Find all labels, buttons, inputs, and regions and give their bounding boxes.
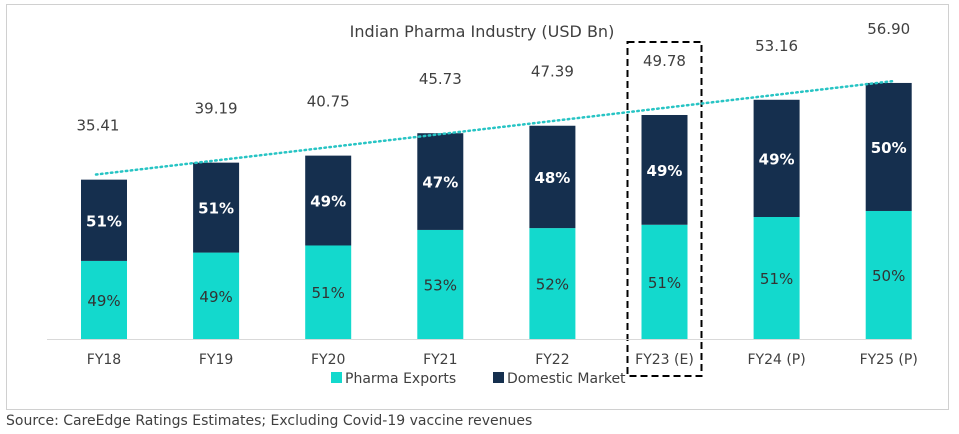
data-label-pharma-exports: 49% <box>87 292 120 310</box>
data-label-pharma-exports: 52% <box>536 276 569 294</box>
bar-pharma-exports <box>529 228 576 339</box>
bar-domestic-market <box>305 155 352 246</box>
bar-domestic-market <box>81 179 127 261</box>
x-tick-label: FY18 <box>87 352 121 368</box>
data-label-domestic-market: 51% <box>198 200 234 218</box>
trendline <box>94 79 894 176</box>
data-label-pharma-exports: 51% <box>760 270 793 288</box>
bar-domestic-market <box>417 133 464 230</box>
bar-pharma-exports <box>641 224 688 339</box>
total-label: 47.39 <box>531 63 574 81</box>
data-label-domestic-market: 47% <box>422 174 458 192</box>
x-tick-label: FY19 <box>199 352 233 368</box>
source-footnote: Source: CareEdge Ratings Estimates; Excl… <box>6 413 533 429</box>
legend-label: Pharma Exports <box>345 371 456 387</box>
chart-title: Indian Pharma Industry (USD Bn) <box>350 22 615 41</box>
data-label-pharma-exports: 51% <box>312 284 345 302</box>
chart-frame: Indian Pharma Industry (USD Bn) 49% 51% 49… <box>6 4 949 410</box>
data-label-pharma-exports: 49% <box>199 288 232 306</box>
bar-pharma-exports <box>193 252 240 339</box>
data-label-domestic-market: 48% <box>534 169 570 187</box>
bar-domestic-market <box>865 82 912 211</box>
data-label-pharma-exports: 50% <box>872 267 905 285</box>
x-tick-label: FY25 (P) <box>860 352 918 368</box>
bar-pharma-exports <box>417 229 464 339</box>
bar-domestic-market <box>753 99 800 217</box>
total-label: 40.75 <box>307 93 350 111</box>
legend-label: Domestic Market <box>507 371 626 387</box>
x-tick-label: FY23 (E) <box>635 352 694 368</box>
total-label: 35.41 <box>77 117 120 135</box>
bar-pharma-exports <box>305 245 352 339</box>
total-label: 45.73 <box>419 70 462 88</box>
bar-domestic-market <box>193 162 240 253</box>
bar-domestic-market <box>641 114 688 225</box>
total-label: 49.78 <box>643 52 686 70</box>
bar-pharma-exports <box>865 210 912 339</box>
total-label: 53.16 <box>755 37 798 55</box>
bar-pharma-exports <box>81 260 127 339</box>
legend-swatch <box>493 372 504 383</box>
data-label-pharma-exports: 53% <box>424 276 457 294</box>
legend: Pharma Exports Domestic Market <box>331 371 626 387</box>
x-tick-label: FY21 <box>423 352 457 368</box>
data-label-domestic-market: 49% <box>759 150 795 168</box>
data-label-domestic-market: 49% <box>647 162 683 180</box>
x-tick-label: FY24 (P) <box>747 352 805 368</box>
data-label-domestic-market: 51% <box>86 212 122 230</box>
legend-swatch <box>331 372 342 383</box>
highlight-box <box>626 41 703 377</box>
x-tick-label: FY20 <box>311 352 345 368</box>
data-label-domestic-market: 50% <box>871 139 907 157</box>
data-label-domestic-market: 49% <box>310 193 346 211</box>
x-tick-label: FY22 <box>535 352 569 368</box>
data-label-pharma-exports: 51% <box>648 274 681 292</box>
total-label: 56.90 <box>867 20 910 38</box>
chart: Indian Pharma Industry (USD Bn) 49% 51% 49… <box>47 20 918 387</box>
total-label: 39.19 <box>195 100 238 118</box>
bar-pharma-exports <box>753 216 800 339</box>
bar-domestic-market <box>529 125 576 229</box>
